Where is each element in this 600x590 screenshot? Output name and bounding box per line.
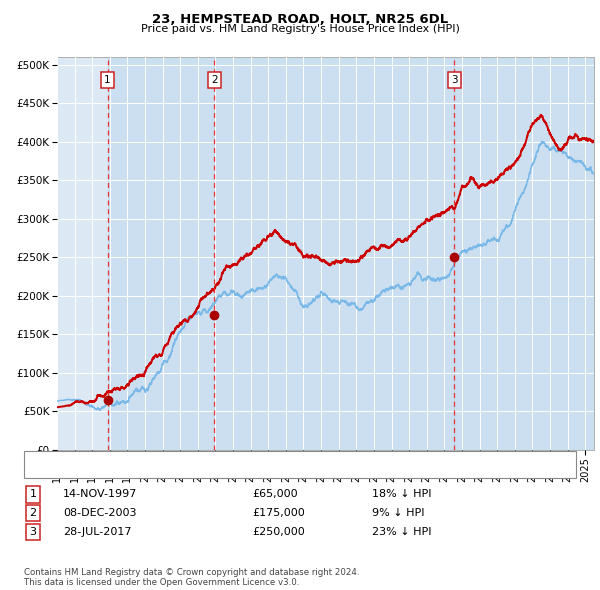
Text: Contains HM Land Registry data © Crown copyright and database right 2024.
This d: Contains HM Land Registry data © Crown c…	[24, 568, 359, 587]
Text: 2: 2	[211, 76, 218, 86]
Text: 28-JUL-2017: 28-JUL-2017	[63, 527, 131, 537]
Text: 23, HEMPSTEAD ROAD, HOLT, NR25 6DL: 23, HEMPSTEAD ROAD, HOLT, NR25 6DL	[152, 13, 448, 26]
Text: 23% ↓ HPI: 23% ↓ HPI	[372, 527, 431, 537]
Text: 3: 3	[29, 527, 37, 537]
Text: Price paid vs. HM Land Registry's House Price Index (HPI): Price paid vs. HM Land Registry's House …	[140, 24, 460, 34]
Text: HPI: Average price, detached house, North Norfolk: HPI: Average price, detached house, Nort…	[74, 466, 350, 476]
Text: 1: 1	[104, 76, 111, 86]
Bar	[454, 57, 594, 450]
Text: £250,000: £250,000	[252, 527, 305, 537]
Text: 14-NOV-1997: 14-NOV-1997	[63, 490, 137, 499]
Text: 2: 2	[29, 509, 37, 518]
Bar	[107, 57, 214, 450]
Text: 1: 1	[29, 490, 37, 499]
Bar	[214, 57, 454, 450]
Text: 23, HEMPSTEAD ROAD, HOLT, NR25 6DL (detached house): 23, HEMPSTEAD ROAD, HOLT, NR25 6DL (deta…	[74, 453, 394, 463]
Text: £65,000: £65,000	[252, 490, 298, 499]
Text: 9% ↓ HPI: 9% ↓ HPI	[372, 509, 425, 518]
Text: 08-DEC-2003: 08-DEC-2003	[63, 509, 137, 518]
Text: 3: 3	[451, 76, 458, 86]
Text: 18% ↓ HPI: 18% ↓ HPI	[372, 490, 431, 499]
Text: £175,000: £175,000	[252, 509, 305, 518]
